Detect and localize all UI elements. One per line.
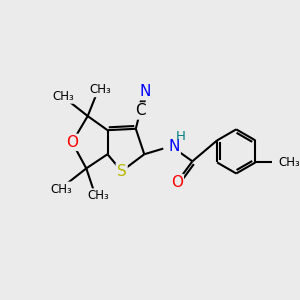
Text: O: O [66,135,78,150]
Text: CH₃: CH₃ [278,156,300,169]
Text: H: H [175,130,185,143]
Text: N: N [168,139,180,154]
Text: O: O [171,175,183,190]
Text: C: C [135,103,146,118]
Text: CH₃: CH₃ [52,90,74,103]
Text: S: S [117,164,127,179]
Text: CH₃: CH₃ [88,189,109,202]
Text: CH₃: CH₃ [50,182,72,196]
Text: N: N [140,84,151,99]
Text: CH₃: CH₃ [90,83,111,96]
